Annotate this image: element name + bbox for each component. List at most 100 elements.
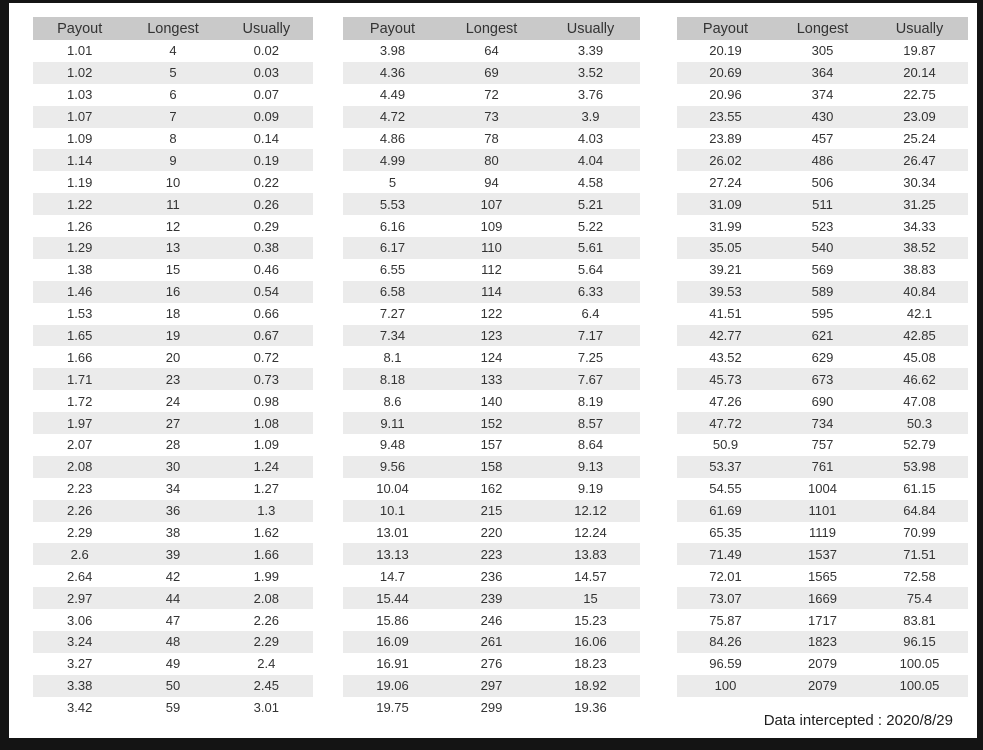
- cell-payout: 20.69: [709, 65, 742, 81]
- cell-payout: 2.08: [67, 459, 93, 475]
- table-row: 4.36 69 3.52: [343, 61, 640, 84]
- cell-longest: 9: [169, 152, 177, 168]
- cell-payout: 1.66: [67, 349, 93, 365]
- cell-payout: 35.05: [709, 240, 742, 256]
- payout-table-high-range: Payout Longest Usually 20.19 305 19.87 20.69 36…: [677, 17, 968, 697]
- cell-longest: 12: [165, 218, 181, 234]
- cell-usually: 0.54: [253, 284, 279, 300]
- cell-usually: 3.39: [577, 43, 604, 59]
- cell-usually: 1.09: [253, 437, 279, 453]
- table-row: 8.18 133 7.67: [343, 368, 640, 391]
- cell-payout: 16.09: [376, 634, 409, 650]
- cell-payout: 39.53: [709, 284, 742, 300]
- cell-payout: 1.71: [67, 371, 93, 387]
- table-row: 45.73 673 46.62: [677, 368, 968, 391]
- cell-payout: 1.22: [67, 196, 93, 212]
- table-row: 2.23 34 1.27: [33, 478, 313, 500]
- cell-usually: 7.67: [577, 371, 604, 387]
- cell-payout: 72.01: [709, 568, 742, 584]
- cell-longest: 690: [811, 393, 834, 409]
- cell-payout: 1.53: [67, 306, 93, 322]
- cell-payout: 10.04: [376, 481, 409, 497]
- cell-longest: 246: [480, 612, 503, 628]
- cell-payout: 7.34: [379, 328, 406, 344]
- cell-usually: 4.04: [577, 152, 604, 168]
- cell-longest: 69: [484, 65, 499, 81]
- cell-longest: 1101: [808, 503, 837, 519]
- table-row: 1.02 5 0.03: [33, 61, 313, 84]
- cell-longest: 430: [811, 109, 834, 125]
- table-row: 4.99 80 4.04: [343, 149, 640, 172]
- cell-payout: 1.46: [67, 284, 93, 300]
- cell-longest: 18: [165, 306, 181, 322]
- cell-usually: 31.25: [903, 196, 936, 212]
- cell-usually: 0.98: [253, 393, 279, 409]
- table-row: 1.14 9 0.19: [33, 149, 313, 172]
- cell-payout: 16.91: [376, 656, 409, 672]
- cell-usually: 3.9: [581, 109, 600, 125]
- cell-usually: 3.01: [253, 700, 279, 716]
- table-row: 13.13 223 13.83: [343, 543, 640, 566]
- cell-usually: 2.4: [257, 656, 276, 672]
- cell-longest: 5: [169, 65, 177, 81]
- table-row: 1.22 11 0.26: [33, 193, 313, 216]
- column-header-usually: Usually: [219, 17, 313, 40]
- column-header-payout: Payout: [677, 17, 774, 40]
- cell-usually: 18.23: [574, 656, 607, 672]
- cell-longest: 44: [165, 590, 181, 606]
- cell-payout: 5.53: [379, 196, 406, 212]
- table-row: 1.01 4 0.02: [33, 40, 313, 62]
- table-row: 15.86 246 15.23: [343, 609, 640, 631]
- cell-payout: 20.19: [709, 43, 742, 59]
- cell-usually: 7.25: [577, 349, 604, 365]
- cell-payout: 31.09: [709, 196, 742, 212]
- cell-payout: 73.07: [709, 590, 742, 606]
- table-row: 1.09 8 0.14: [33, 128, 313, 150]
- table-row: 8.6 140 8.19: [343, 390, 640, 412]
- cell-usually: 50.3: [906, 415, 933, 431]
- cell-usually: 6.4: [581, 306, 600, 322]
- cell-usually: 6.33: [577, 284, 604, 300]
- table-row: 23.89 457 25.24: [677, 128, 968, 150]
- cell-longest: 48: [165, 634, 181, 650]
- cell-longest: 589: [811, 284, 834, 300]
- cell-usually: 8.19: [577, 393, 604, 409]
- cell-payout: 1.01: [67, 43, 93, 59]
- cell-longest: 276: [480, 656, 503, 672]
- cell-longest: 13: [165, 240, 181, 256]
- cell-payout: 23.89: [709, 131, 742, 146]
- cell-longest: 112: [481, 262, 502, 278]
- cell-usually: 15.23: [574, 612, 607, 628]
- table-row: 4.86 78 4.03: [343, 128, 640, 150]
- table-row: 1.46 16 0.54: [33, 280, 313, 303]
- cell-payout: 1.03: [67, 87, 93, 103]
- cell-payout: 84.26: [709, 634, 742, 650]
- cell-longest: 124: [480, 349, 503, 365]
- cell-usually: 61.15: [903, 481, 936, 497]
- table-row: 2.64 42 1.99: [33, 565, 313, 587]
- table-row: 47.72 734 50.3: [677, 412, 968, 435]
- table-row: 7.34 123 7.17: [343, 324, 640, 347]
- column-header-usually: Usually: [541, 17, 640, 40]
- cell-payout: 1.09: [67, 131, 93, 146]
- data-intercepted-date: Data intercepted : 2020/8/29: [763, 712, 953, 729]
- cell-longest: 23: [165, 371, 181, 387]
- column-header-usually: Usually: [871, 17, 968, 40]
- cell-usually: 2.45: [253, 678, 279, 694]
- cell-longest: 157: [480, 437, 503, 453]
- cell-longest: 122: [480, 306, 503, 322]
- cell-usually: 47.08: [903, 393, 936, 409]
- cell-longest: 220: [480, 525, 503, 541]
- table-row: 2.07 28 1.09: [33, 434, 313, 456]
- cell-longest: 49: [165, 656, 181, 672]
- cell-longest: 11: [166, 196, 180, 212]
- cell-payout: 15.44: [376, 590, 409, 606]
- cell-longest: 80: [484, 152, 499, 168]
- cell-usually: 30.34: [903, 174, 936, 190]
- cell-usually: 83.81: [903, 612, 936, 628]
- cell-usually: 18.92: [574, 678, 607, 694]
- cell-longest: 78: [484, 131, 499, 146]
- cell-longest: 94: [484, 174, 499, 190]
- cell-payout: 1.02: [67, 65, 93, 81]
- cell-usually: 34.33: [903, 218, 936, 234]
